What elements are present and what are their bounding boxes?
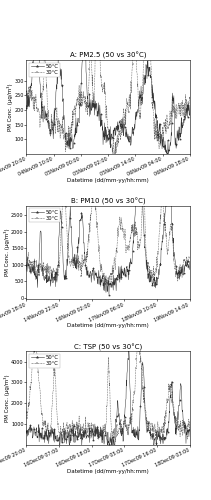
- Title: B: PM10 (50 vs 30°C): B: PM10 (50 vs 30°C): [71, 198, 145, 205]
- Y-axis label: PM Conc. (μg/m³): PM Conc. (μg/m³): [7, 83, 13, 131]
- X-axis label: Datetime (dd/mm-yy/hh:mm): Datetime (dd/mm-yy/hh:mm): [67, 469, 149, 474]
- Legend: 50°C, 30°C: 50°C, 30°C: [29, 208, 60, 222]
- Y-axis label: PM Conc. (μg/m³): PM Conc. (μg/m³): [4, 228, 10, 276]
- Legend: 50°C, 30°C: 50°C, 30°C: [29, 62, 60, 76]
- X-axis label: Datetime (dd/mm-yy/hh:mm): Datetime (dd/mm-yy/hh:mm): [67, 178, 149, 183]
- Title: A: PM2.5 (50 vs 30°C): A: PM2.5 (50 vs 30°C): [70, 52, 146, 60]
- Y-axis label: PM Conc. (μg/m³): PM Conc. (μg/m³): [4, 374, 10, 422]
- Legend: 50°C, 30°C: 50°C, 30°C: [29, 354, 60, 368]
- X-axis label: Datetime (dd/mm-yy/hh:mm): Datetime (dd/mm-yy/hh:mm): [67, 324, 149, 328]
- Title: C: TSP (50 vs 30°C): C: TSP (50 vs 30°C): [74, 344, 142, 350]
